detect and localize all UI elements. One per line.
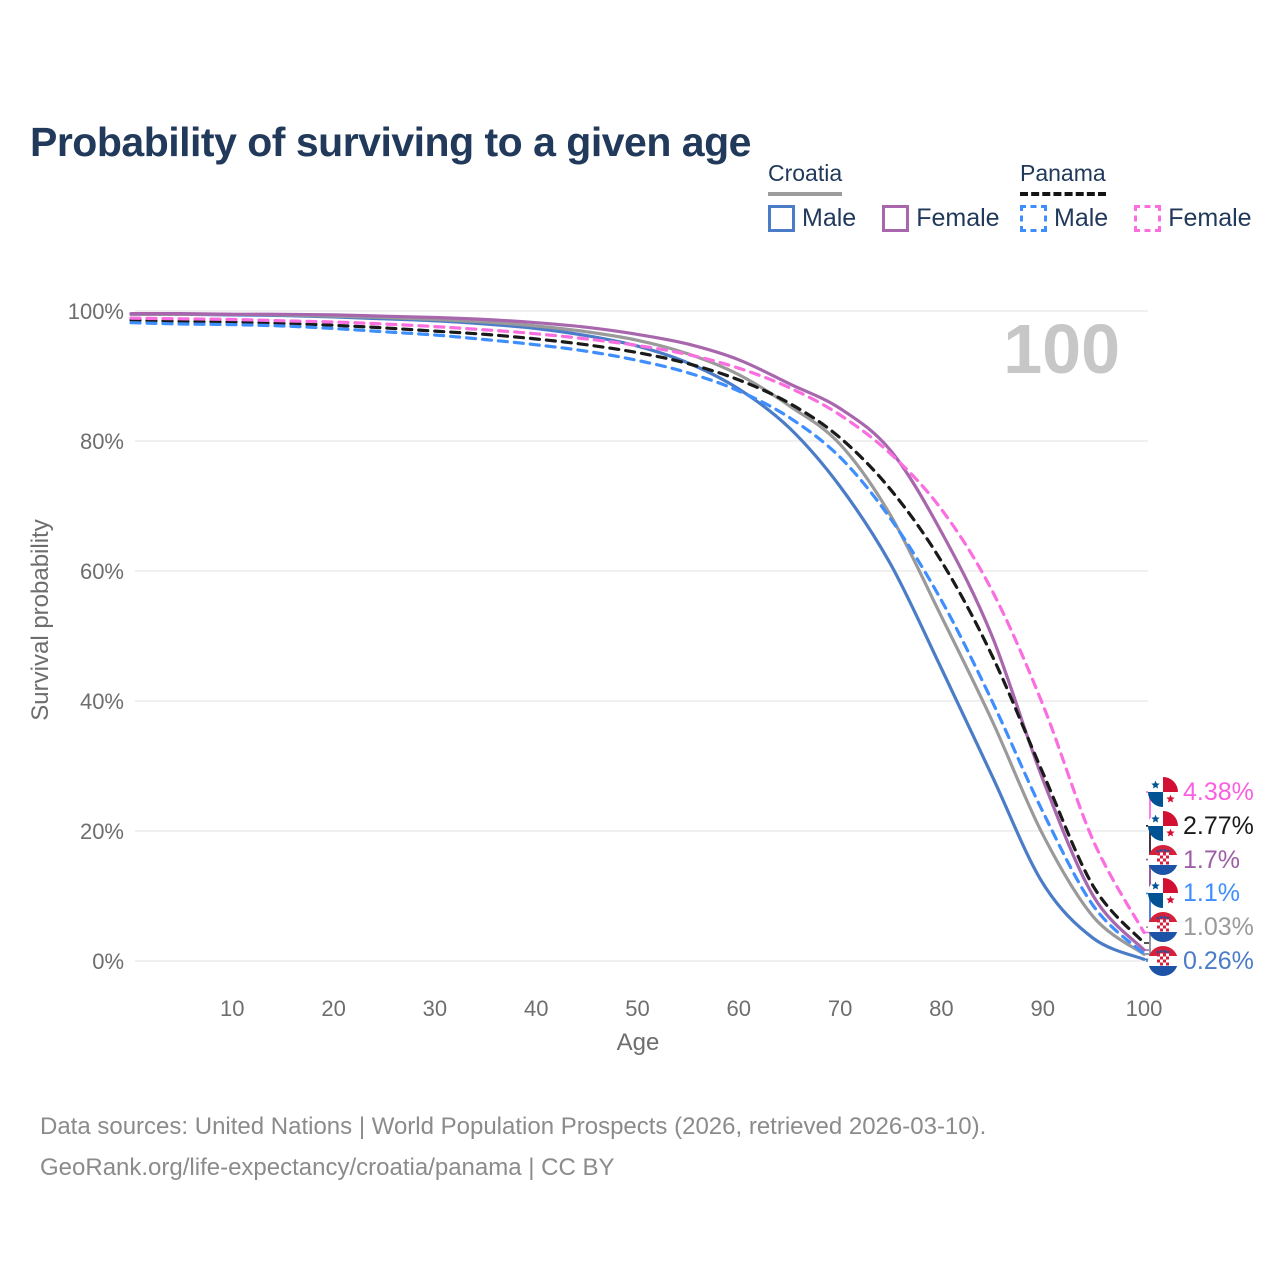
data-source-footer: Data sources: United Nations | World Pop… — [40, 1106, 986, 1188]
y-tick-label: 80% — [80, 429, 124, 454]
legend-item-panama-male: Male — [1020, 204, 1108, 233]
x-tick-label: 20 — [321, 996, 345, 1021]
x-tick-label: 10 — [220, 996, 244, 1021]
legend-item-panama-female: Female — [1134, 204, 1252, 233]
watermark-age-100: 100 — [1003, 310, 1120, 388]
panama-female-swatch-icon — [1134, 205, 1162, 232]
legend-group-croatia: Croatia Male Female — [768, 160, 1000, 233]
legend-header-panama: Panama — [1020, 160, 1106, 196]
gridlines — [135, 310, 1148, 962]
x-tick-label: 70 — [828, 996, 852, 1021]
page-title: Probability of surviving to a given age — [30, 119, 751, 166]
leader-line — [1144, 892, 1151, 955]
legend-item-label: Female — [916, 204, 1000, 232]
x-tick-label: 100 — [1126, 996, 1163, 1021]
x-tick-label: 30 — [423, 996, 447, 1021]
x-axis-title: Age — [617, 1029, 660, 1056]
legend-item-label: Male — [1054, 204, 1109, 232]
footer-line-2: GeoRank.org/life-expectancy/croatia/pana… — [40, 1154, 615, 1181]
y-tick-label: 0% — [92, 949, 124, 974]
leader-line — [1144, 791, 1151, 934]
x-tick-label: 90 — [1030, 996, 1054, 1021]
leader-lines — [1144, 791, 1151, 962]
x-tick-label: 80 — [929, 996, 953, 1021]
legend-item-croatia-male: Male — [768, 204, 856, 233]
x-tick-label: 60 — [727, 996, 751, 1021]
y-axis-title: Survival probability — [27, 519, 54, 720]
leader-line — [1144, 825, 1151, 944]
legend-item-label: Female — [1168, 204, 1252, 232]
y-tick-label: 20% — [80, 819, 124, 844]
footer-line-1: Data sources: United Nations | World Pop… — [40, 1113, 987, 1140]
axis-ticks: 0% 20% 40% 60% 80% 100% 10 20 30 40 50 60 70 80 90 100 — [68, 299, 1163, 1021]
series-line-croatia-female — [129, 311, 1146, 952]
legend-item-label: Male — [802, 204, 857, 232]
leader-line — [1144, 858, 1151, 951]
series-line-panama-female — [129, 316, 1146, 935]
series-line-panama-male — [129, 321, 1146, 956]
x-tick-label: 40 — [524, 996, 548, 1021]
x-tick-label: 50 — [625, 996, 649, 1021]
legend-item-croatia-female: Female — [882, 204, 1000, 233]
panama-male-swatch-icon — [1020, 205, 1047, 232]
y-tick-label: 100% — [68, 299, 124, 324]
croatia-male-swatch-icon — [768, 205, 795, 232]
croatia-female-swatch-icon — [882, 205, 910, 232]
y-tick-label: 40% — [80, 689, 124, 714]
series-lines — [129, 311, 1146, 961]
series-line-panama-both-sexes — [129, 318, 1146, 945]
y-tick-label: 60% — [80, 559, 124, 584]
legend-header-croatia: Croatia — [768, 160, 843, 196]
legend-group-panama: Panama Male Female — [1020, 160, 1252, 233]
